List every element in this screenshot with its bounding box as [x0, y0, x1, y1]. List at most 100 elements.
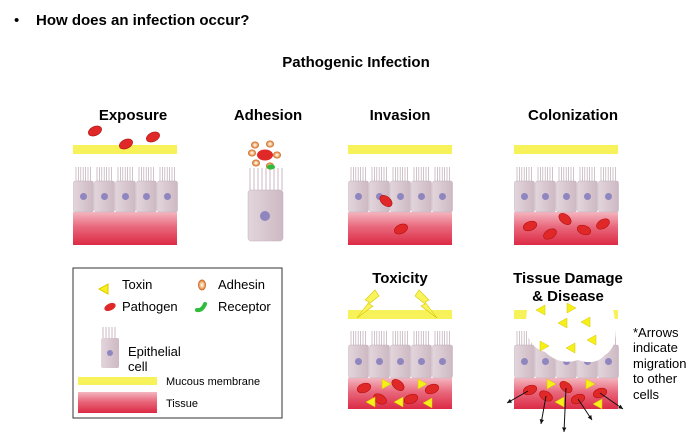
nucleus — [418, 193, 425, 200]
toxin — [585, 378, 596, 390]
receptor — [267, 164, 275, 170]
adhesin — [273, 151, 281, 159]
page-heading: How does an infection occur? — [36, 12, 249, 29]
nucleus — [397, 358, 404, 365]
panel-colonization — [514, 145, 619, 245]
receptor-icon — [195, 302, 207, 313]
nucleus — [397, 193, 404, 200]
pathogen — [379, 195, 393, 207]
mucous-membrane — [514, 145, 618, 154]
label-damage-line2: & Disease — [532, 288, 604, 305]
migration-arrow — [599, 392, 624, 410]
toxin — [565, 342, 576, 354]
adhesin — [251, 141, 259, 149]
pathogen — [522, 220, 538, 232]
toxin — [546, 378, 557, 390]
panel-adhesion — [247, 140, 284, 242]
pathogen — [596, 218, 610, 230]
lightning-icon — [414, 289, 438, 319]
epithelial-cell-icon — [101, 327, 119, 368]
panel-toxicity — [348, 289, 453, 409]
toxin — [535, 304, 546, 316]
note-line: cells — [633, 387, 660, 402]
legend-toxin: Toxin — [122, 277, 152, 292]
nucleus — [439, 193, 446, 200]
panel-invasion — [348, 145, 453, 245]
nucleus — [355, 193, 362, 200]
label-adhesion: Adhesion — [234, 107, 302, 124]
nucleus — [80, 193, 87, 200]
pathogen — [356, 382, 372, 394]
arrowhead-icon — [539, 419, 544, 424]
nucleus — [542, 193, 549, 200]
adhesin — [266, 140, 274, 148]
label-exposure: Exposure — [99, 107, 167, 124]
mucous-membrane — [73, 145, 177, 154]
nucleus — [439, 358, 446, 365]
toxin — [393, 396, 404, 408]
legend-receptor: Receptor — [218, 299, 271, 314]
pathogen — [424, 383, 440, 395]
nucleus — [521, 358, 528, 365]
nucleus — [355, 358, 362, 365]
toxin — [417, 378, 428, 390]
arrowhead-icon — [587, 415, 592, 420]
toxin — [580, 316, 591, 328]
nucleus — [563, 193, 570, 200]
toxin — [586, 334, 597, 346]
legend-pathogen: Pathogen — [122, 299, 178, 314]
adhesin — [252, 159, 260, 167]
adhesin — [248, 149, 256, 157]
migration-arrow — [540, 395, 547, 425]
mucous-swatch — [78, 377, 157, 385]
mucous-membrane — [348, 310, 452, 319]
toxin — [592, 398, 603, 410]
pathogen — [373, 393, 387, 405]
pathogen — [257, 149, 273, 161]
nucleus — [376, 358, 383, 365]
pathogen — [576, 224, 592, 236]
legend-epithelial-line1: Epithelial — [128, 344, 181, 359]
label-colonization: Colonization — [528, 107, 618, 124]
pathogen — [522, 384, 538, 396]
nucleus — [605, 358, 612, 365]
pathogen — [119, 138, 133, 150]
bullet: • — [14, 12, 19, 29]
note-line: to other — [633, 371, 678, 386]
nucleus — [605, 193, 612, 200]
nucleus — [542, 358, 549, 365]
toxin — [554, 396, 565, 408]
nucleus — [164, 193, 171, 200]
note-line: migration — [633, 356, 686, 371]
nucleus — [260, 211, 270, 221]
diagram-title: Pathogenic Infection — [282, 54, 430, 71]
legend-tissue: Tissue — [166, 398, 198, 410]
nucleus — [521, 193, 528, 200]
legend-mucous: Mucous membrane — [166, 376, 260, 388]
tissue-swatch — [78, 392, 157, 413]
pathogen — [559, 381, 573, 393]
nucleus — [143, 193, 150, 200]
toxin-icon — [97, 283, 109, 295]
pathogen — [391, 379, 405, 391]
note-line: indicate — [633, 340, 678, 355]
arrowhead-icon — [618, 404, 623, 409]
mucous-membrane — [348, 145, 452, 154]
legend: Toxin Adhesin Pathogen Receptor Epitheli… — [72, 267, 283, 419]
legend-adhesin: Adhesin — [218, 277, 265, 292]
tissue — [73, 212, 177, 245]
note-line: *Arrows — [633, 325, 679, 340]
pathogen — [403, 393, 419, 405]
arrowhead-icon — [562, 427, 567, 432]
label-invasion: Invasion — [370, 107, 431, 124]
toxin — [381, 378, 392, 390]
migration-arrow — [563, 387, 567, 433]
pathogen — [543, 228, 557, 240]
lightning-icon — [356, 289, 380, 319]
pathogen — [558, 213, 572, 225]
nucleus — [101, 193, 108, 200]
label-toxicity: Toxicity — [372, 270, 428, 287]
pathogen-icon — [104, 302, 116, 312]
damage-crater — [526, 305, 616, 363]
